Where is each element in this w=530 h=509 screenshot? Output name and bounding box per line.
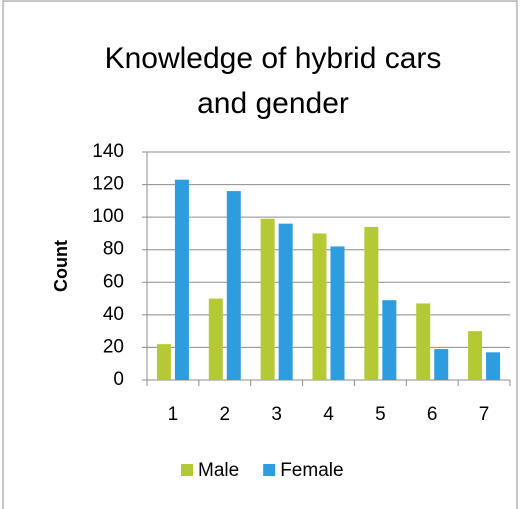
- chart-frame: [2, 0, 518, 509]
- bar: [156, 344, 171, 380]
- bar: [434, 349, 449, 380]
- bar: [208, 298, 223, 380]
- x-tick-label: 6: [427, 404, 438, 425]
- bar: [382, 300, 397, 380]
- bar: [486, 352, 501, 380]
- x-tick-label: 2: [219, 404, 230, 425]
- y-tick-label: 40: [103, 304, 124, 325]
- bar: [364, 226, 379, 380]
- bar: [260, 218, 275, 380]
- y-tick-label: 80: [103, 239, 124, 260]
- y-tick-label: 0: [113, 369, 124, 390]
- y-tick-label: 60: [103, 271, 124, 292]
- y-tick-label: 20: [103, 336, 124, 357]
- legend-label: Female: [280, 460, 343, 481]
- chart-title: and gender: [197, 87, 349, 120]
- y-axis-label: Count: [51, 240, 71, 292]
- x-tick-label: 3: [271, 404, 282, 425]
- legend-swatch: [181, 464, 193, 476]
- bar: [278, 223, 293, 380]
- y-tick-label: 120: [92, 174, 124, 195]
- y-tick-label: 100: [92, 206, 124, 227]
- x-tick-label: 4: [323, 404, 334, 425]
- bar: [416, 303, 431, 380]
- bar: [174, 179, 189, 380]
- bar: [312, 233, 327, 380]
- x-tick-label: 7: [479, 404, 490, 425]
- chart-title: Knowledge of hybrid cars: [105, 42, 442, 75]
- y-tick-label: 140: [92, 141, 124, 162]
- bar: [330, 246, 345, 380]
- legend-swatch: [263, 464, 276, 476]
- legend-label: Male: [198, 460, 239, 481]
- x-tick-label: 5: [375, 404, 386, 425]
- bar: [468, 331, 483, 380]
- bar: [226, 191, 241, 380]
- x-tick-label: 1: [168, 404, 179, 425]
